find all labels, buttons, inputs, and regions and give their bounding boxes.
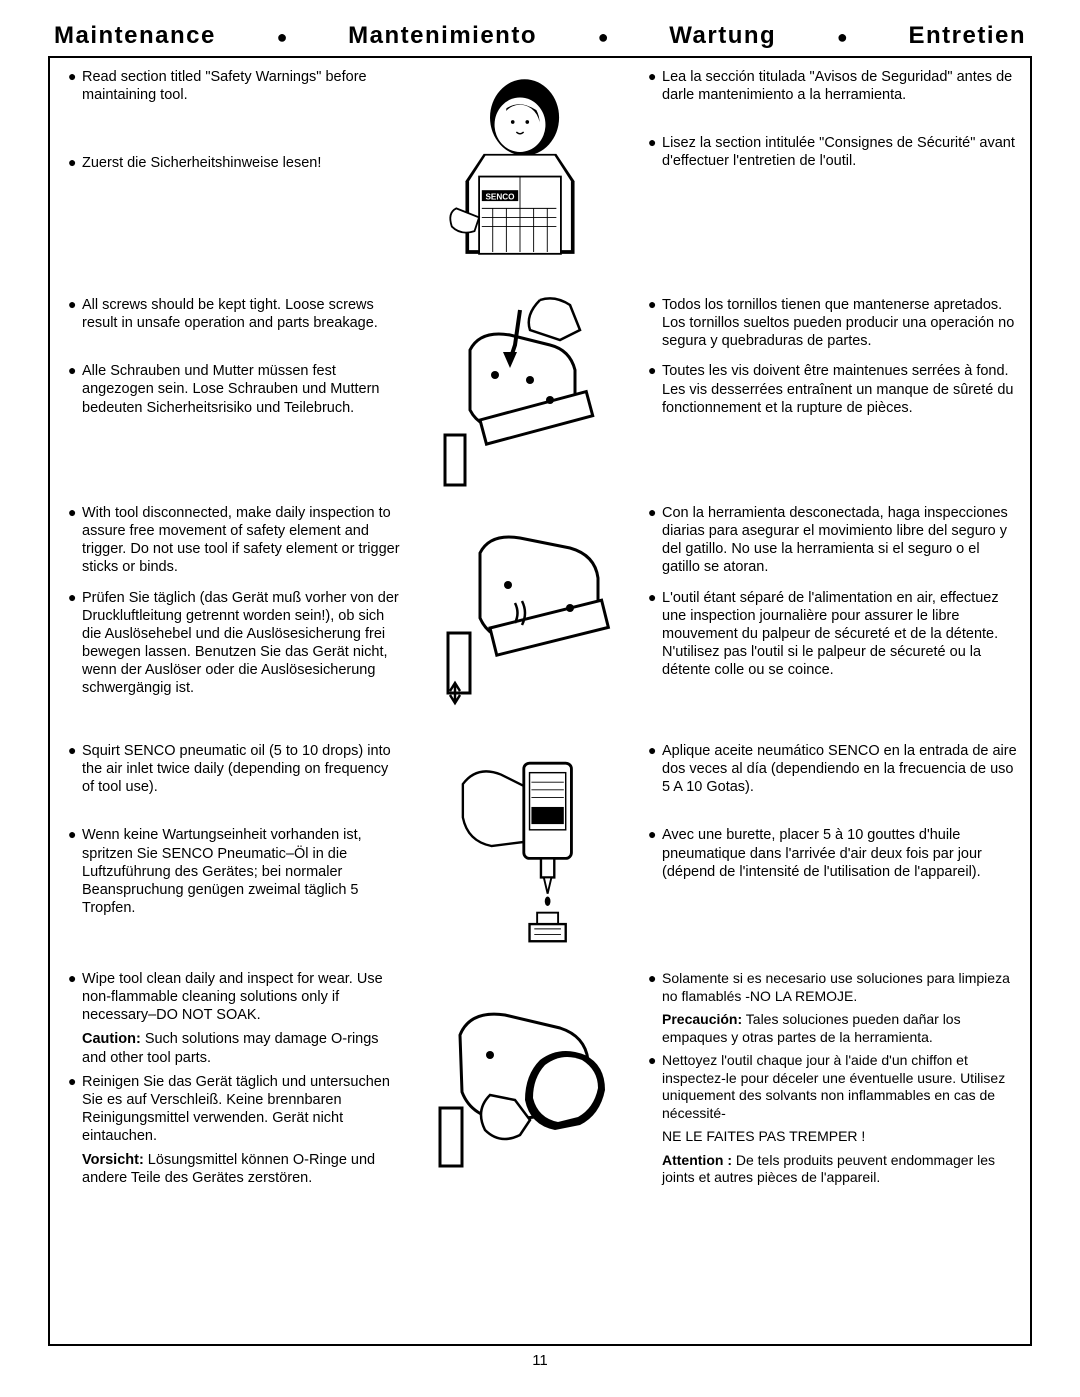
text: Solamente si es necesario use soluciones… <box>662 970 1020 1005</box>
text: Toutes les vis doivent être maintenues s… <box>662 362 1020 416</box>
page-number: 11 <box>48 1352 1032 1369</box>
text: Squirt SENCO pneumatic oil (5 to 10 drop… <box>82 742 400 796</box>
col-right: ●Aplique aceite neumático SENCO en la en… <box>630 732 1030 960</box>
man-reading-icon: SENCO <box>420 72 620 272</box>
text: Caution: Such solutions may damage O-rin… <box>82 1030 400 1066</box>
section-screws-tight: ●All screws should be kept tight. Loose … <box>50 286 1030 494</box>
header-bullet: ● <box>837 25 848 49</box>
text: All screws should be kept tight. Loose s… <box>82 296 400 332</box>
col-left: ●Read section titled "Safety Warnings" b… <box>50 58 410 286</box>
illustration-inspect-trigger <box>410 494 630 732</box>
illustration-tighten-screws <box>410 286 630 494</box>
section-wipe-clean: ●Wipe tool clean daily and inspect for w… <box>50 960 1030 1220</box>
svg-text:SENCO: SENCO <box>485 192 515 201</box>
illustration-oil-drops <box>410 732 630 960</box>
wipe-tool-icon <box>420 980 620 1180</box>
text: Precaución: Tales soluciones pueden daña… <box>662 1011 1020 1046</box>
col-left: ●With tool disconnected, make daily insp… <box>50 494 410 732</box>
col-left: ●All screws should be kept tight. Loose … <box>50 286 410 494</box>
illustration-man-reading: SENCO <box>410 58 630 286</box>
text: Lisez la section intitulée "Consignes de… <box>662 134 1020 170</box>
manual-page: Maintenance ● Mantenimiento ● Wartung ● … <box>0 0 1080 1397</box>
section-pneumatic-oil: ●Squirt SENCO pneumatic oil (5 to 10 dro… <box>50 732 1030 960</box>
section-daily-inspection: ●With tool disconnected, make daily insp… <box>50 494 1030 732</box>
col-right: ●Lea la sección titulada "Avisos de Segu… <box>630 58 1030 286</box>
text: With tool disconnected, make daily inspe… <box>82 504 400 577</box>
header-title-3: Wartung <box>669 22 776 50</box>
header-title-1: Maintenance <box>54 22 216 50</box>
section-read-safety: ●Read section titled "Safety Warnings" b… <box>50 58 1030 286</box>
text: Wenn keine Wartungseinheit vorhanden ist… <box>82 826 400 917</box>
text: Avec une burette, placer 5 à 10 gouttes … <box>662 826 1020 880</box>
header-title-4: Entretien <box>908 22 1026 50</box>
content-border: ●Read section titled "Safety Warnings" b… <box>48 56 1032 1346</box>
text: Nettoyez l'outil chaque jour à l'aide d'… <box>662 1052 1020 1122</box>
col-left: ●Squirt SENCO pneumatic oil (5 to 10 dro… <box>50 732 410 960</box>
text: Prüfen Sie täglich (das Gerät muß vorher… <box>82 589 400 698</box>
text: Todos los tornillos tienen que manteners… <box>662 296 1020 350</box>
col-right: ●Con la herramienta desconectada, haga i… <box>630 494 1030 732</box>
text: Vorsicht: Lösungsmittel können O-Ringe u… <box>82 1151 400 1187</box>
inspect-trigger-icon <box>420 513 620 713</box>
illustration-wipe-tool <box>410 960 630 1220</box>
text: NE LE FAITES PAS TREMPER ! <box>662 1128 1020 1146</box>
text: Zuerst die Sicherheitshinweise lesen! <box>82 154 400 172</box>
text: L'outil étant séparé de l'alimentation e… <box>662 589 1020 680</box>
header-title-2: Mantenimiento <box>348 22 537 50</box>
text: Aplique aceite neumático SENCO en la ent… <box>662 742 1020 796</box>
tighten-screws-icon <box>420 290 620 490</box>
text: Lea la sección titulada "Avisos de Segur… <box>662 68 1020 104</box>
header-bullet: ● <box>277 25 288 49</box>
header-row: Maintenance ● Mantenimiento ● Wartung ● … <box>48 22 1032 56</box>
col-right: ●Todos los tornillos tienen que mantener… <box>630 286 1030 494</box>
col-right: ●Solamente si es necesario use solucione… <box>630 960 1030 1220</box>
oil-drops-icon <box>420 746 620 946</box>
text: Wipe tool clean daily and inspect for we… <box>82 970 400 1024</box>
text: Attention : De tels produits peuvent end… <box>662 1152 1020 1187</box>
col-left: ●Wipe tool clean daily and inspect for w… <box>50 960 410 1220</box>
text: Reinigen Sie das Gerät täglich und unter… <box>82 1073 400 1146</box>
text: Read section titled "Safety Warnings" be… <box>82 68 400 104</box>
header-bullet: ● <box>598 25 609 49</box>
text: Con la herramienta desconectada, haga in… <box>662 504 1020 577</box>
text: Alle Schrauben und Mutter müssen fest an… <box>82 362 400 416</box>
